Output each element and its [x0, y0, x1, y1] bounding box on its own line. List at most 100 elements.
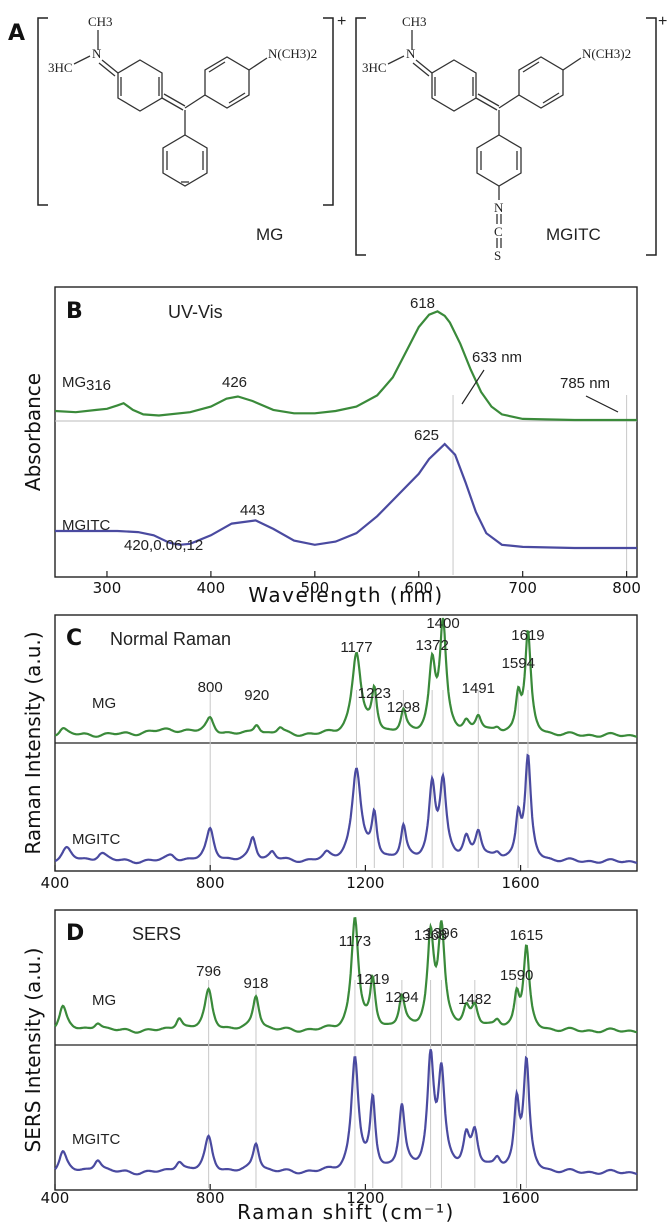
mg-name: MG	[256, 225, 283, 244]
x-tick-label-1200: 1200	[346, 874, 384, 892]
panel-b-arrow-633	[461, 369, 485, 405]
panel-c-letter: C	[66, 626, 82, 651]
peak-label-1482: 1482	[458, 991, 491, 1008]
panel-c-series-mg-line	[54, 617, 638, 738]
panel-d-ticks: 400 800 1200 1600	[41, 1184, 540, 1207]
mg-h3c-label: 3HC	[48, 60, 73, 75]
mgitc-iso-c: C	[494, 224, 503, 239]
mg-nme2-label: N(CH3)2	[268, 46, 317, 61]
panel-b-letter: B	[66, 299, 83, 324]
panel-b-annot-785: 785 nm	[560, 375, 610, 392]
panel-d-guides	[208, 980, 527, 1188]
panel-b-peak-618: 618	[410, 295, 435, 312]
panel-c-series-mgitc-line	[54, 753, 638, 865]
x-tick-label-1600: 1600	[502, 1189, 540, 1207]
panel-c-title: Normal Raman	[110, 629, 231, 649]
panel-b-peak-426: 426	[222, 374, 247, 391]
mgitc-structure	[387, 30, 582, 248]
panel-b-series-mgitc-label: MGITC	[62, 517, 110, 534]
panel-b-peak-330: 420,0.06,12	[124, 537, 203, 554]
peak-label-1594: 1594	[502, 655, 535, 672]
panel-c-ticks: 400 800 1200 1600	[41, 865, 540, 892]
panel-c-series-mgitc-label: MGITC	[72, 831, 120, 848]
panel-c-series-mg-label: MG	[92, 695, 116, 712]
panel-d-series-mg-label: MG	[92, 992, 116, 1009]
panel-c-guides	[209, 690, 529, 868]
panel-b-guides	[452, 395, 628, 575]
mg-ch3-label: CH3	[88, 14, 113, 29]
peak-label-1368: 1368	[414, 927, 447, 944]
x-tick-label-700: 700	[508, 579, 537, 597]
peak-label-920: 920	[244, 687, 269, 704]
x-tick-label-400: 400	[41, 874, 70, 892]
panel-c: C Normal Raman Raman Intensity (a.u.) 40…	[21, 614, 638, 892]
peak-label-1372: 1372	[415, 637, 448, 654]
panel-b-series-mg-label: MG	[62, 374, 86, 391]
peak-label-1491: 1491	[462, 680, 495, 697]
x-tick-label-500: 500	[301, 579, 330, 597]
x-tick-label-400: 400	[41, 1189, 70, 1207]
panel-b-series-mgitc-line	[55, 442, 637, 550]
peak-label-1223: 1223	[358, 685, 391, 702]
panel-d-title: SERS	[132, 924, 181, 944]
panel-a: A +	[8, 13, 667, 263]
mg-charge: +	[337, 13, 346, 30]
x-tick-label-800: 800	[196, 874, 225, 892]
panel-b-ticks: 300 400 500 600 700 800	[93, 571, 641, 597]
x-tick-label-1200: 1200	[346, 1189, 384, 1207]
panel-b-peak-316: 316	[86, 377, 111, 394]
mgitc-name: MGITC	[546, 225, 601, 244]
panel-a-letter: A	[8, 21, 25, 46]
panel-d-xlabel: Raman shift (cm⁻¹)	[237, 1200, 455, 1224]
panel-b-annot-633: 633 nm	[472, 349, 522, 366]
x-tick-label-400: 400	[197, 579, 226, 597]
panel-b: B UV-Vis Absorbance Wavelength (nm) 300 4…	[21, 286, 641, 607]
peak-label-1173: 1173	[339, 933, 371, 950]
peak-label-800: 800	[198, 679, 223, 696]
peak-label-1615: 1615	[510, 927, 543, 944]
x-tick-label-300: 300	[93, 579, 122, 597]
mg-structure	[73, 30, 268, 187]
mgitc-n-label: N	[406, 46, 416, 61]
panel-b-ylabel: Absorbance	[21, 373, 45, 491]
peak-label-1590: 1590	[500, 967, 533, 984]
mgitc-h3c-label: 3HC	[362, 60, 387, 75]
panel-c-ylabel: Raman Intensity (a.u.)	[21, 631, 45, 854]
panel-d-frame	[54, 909, 638, 1191]
panel-b-xlabel: Wavelength (nm)	[248, 583, 443, 607]
panel-d-series-mgitc-label: MGITC	[72, 1131, 120, 1148]
panel-b-arrow-785	[585, 395, 619, 413]
peak-label-796: 796	[196, 963, 221, 980]
peak-label-1400: 1400	[426, 615, 459, 632]
mgitc-iso-s: S	[494, 248, 501, 263]
mg-n-label: N	[92, 46, 102, 61]
x-tick-label-600: 600	[404, 579, 433, 597]
x-tick-label-800: 800	[196, 1189, 225, 1207]
panel-d-series-mg-line	[54, 916, 638, 1034]
panel-b-peak-625: 625	[414, 427, 439, 444]
mg-bracket-left	[37, 17, 48, 206]
peak-label-1298: 1298	[387, 699, 420, 716]
mgitc-bracket-left	[355, 17, 366, 256]
panel-d-letter: D	[66, 921, 84, 946]
peak-label-918: 918	[243, 975, 268, 992]
panel-b-title: UV-Vis	[168, 302, 223, 322]
panel-b-frame	[54, 286, 638, 578]
peak-label-1219: 1219	[356, 971, 389, 988]
peak-label-1177: 1177	[340, 639, 372, 656]
mgitc-nme2-label: N(CH3)2	[582, 46, 631, 61]
panel-d-series-mgitc-line	[54, 1049, 638, 1176]
x-tick-label-800: 800	[612, 579, 641, 597]
mg-bracket-right	[323, 17, 334, 206]
panel-b-series-mg-line	[54, 310, 637, 422]
peak-label-1294: 1294	[385, 989, 418, 1006]
panel-d: D SERS SERS Intensity (a.u.) Raman shift…	[21, 909, 638, 1224]
mgitc-charge: +	[658, 13, 667, 30]
mgitc-ch3-label: CH3	[402, 14, 427, 29]
peak-label-1396: 1396	[425, 925, 458, 942]
panel-b-peak-443: 443	[240, 502, 265, 519]
mgitc-iso-n: N	[494, 200, 504, 215]
